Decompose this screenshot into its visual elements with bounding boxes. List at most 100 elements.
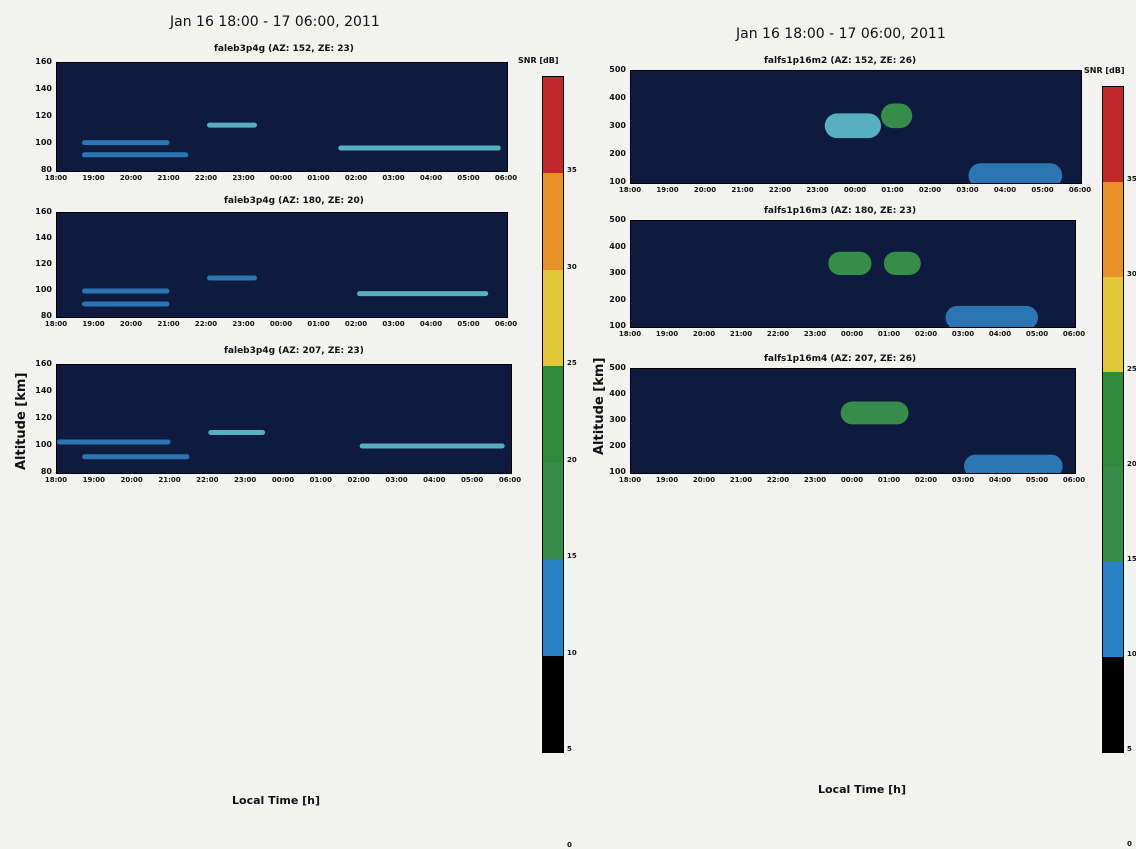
x-tick-label: 05:00 [1025,330,1049,338]
x-tick-label: 21:00 [731,186,754,194]
left-colorbar-label: SNR [dB] [518,56,559,65]
x-tick-label: 00:00 [840,330,864,338]
colorbar-tick-label: 30 [1127,270,1136,278]
y-tick-label: 200 [609,441,626,450]
x-tick-label: 01:00 [309,476,332,484]
echo-region [207,275,257,281]
colorbar-segment [1103,467,1123,563]
y-tick-label: 80 [40,467,52,476]
heatmap-plot-area [56,62,508,172]
x-tick-label: 18:00 [618,186,642,194]
left-x-axis-label: Local Time [h] [232,794,321,807]
x-tick-label: 00:00 [843,186,867,194]
colorbar-segment [543,173,563,271]
panel-title: faleb3p4g (AZ: 207, ZE: 23) [224,346,364,356]
left-figure-title: Jan 16 18:00 - 17 06:00, 2011 [170,14,380,30]
x-tick-label: 21:00 [158,476,181,484]
x-tick-label: 01:00 [877,476,901,484]
x-tick-label: 06:00 [1068,186,1092,194]
y-tick-label: 140 [35,233,52,242]
colorbar-segment [543,366,563,464]
heatmap-svg [824,103,1063,183]
x-tick-label: 21:00 [729,476,753,484]
colorbar-tick-label: 30 [567,262,577,271]
right-figure-title: Jan 16 18:00 - 17 06:00, 2011 [736,26,946,42]
x-tick-label: 03:00 [382,174,405,182]
x-tick-label: 01:00 [877,330,901,338]
echo-region [359,443,505,449]
y-tick-label: 100 [35,138,52,147]
echo-region [82,288,170,294]
x-tick-label: 04:00 [988,330,1012,338]
x-tick-label: 05:00 [457,320,480,328]
x-tick-label: 18:00 [44,320,68,328]
echo-region [82,140,170,146]
colorbar-tick-label: 20 [1127,460,1136,468]
x-tick-label: 18:00 [44,174,68,182]
colorbar-segment [543,77,563,175]
x-tick-label: 19:00 [655,476,679,484]
x-tick-label: 20:00 [119,174,143,182]
colorbar-tick-label: 25 [567,359,577,368]
x-tick-label: 05:00 [457,174,480,182]
y-tick-label: 100 [609,321,626,330]
x-tick-label: 00:00 [269,320,293,328]
x-tick-label: 02:00 [344,174,368,182]
colorbar-tick-label: 10 [567,648,577,657]
colorbar-tick-label: 15 [1127,555,1136,563]
x-tick-label: 02:00 [344,320,368,328]
y-tick-label: 160 [35,207,52,216]
colorbar-segment [1103,277,1123,373]
panel-title: faleb3p4g (AZ: 180, ZE: 20) [224,196,364,206]
y-tick-label: 100 [35,440,52,449]
y-tick-label: 120 [35,259,52,268]
y-tick-label: 120 [35,111,52,120]
y-tick-label: 500 [609,363,626,372]
colorbar-tick-label: 35 [1127,175,1136,183]
x-tick-label: 05:00 [1031,186,1054,194]
panel-title: falfs1p16m2 (AZ: 152, ZE: 26) [764,56,917,66]
right-x-axis-label: Local Time [h] [818,783,907,796]
colorbar-segment [543,559,563,657]
x-tick-label: 21:00 [157,320,180,328]
y-tick-label: 400 [609,241,626,251]
y-tick-label: 400 [609,93,626,102]
colorbar-tick-label: 5 [1127,745,1132,753]
y-tick-label: 100 [609,467,626,476]
x-tick-label: 21:00 [157,174,180,182]
x-tick-label: 22:00 [766,476,790,484]
echo-region [207,122,257,128]
y-tick-label: 140 [35,386,52,395]
y-tick-label: 300 [609,415,626,424]
colorbar-tick-label: 25 [1127,365,1136,373]
heatmap-plot-area [630,220,1076,328]
x-tick-label: 06:00 [494,174,518,182]
echo-region [82,301,170,307]
x-tick-label: 18:00 [618,330,642,338]
right-colorbar-label: SNR [dB] [1084,66,1125,75]
heatmap-svg [840,401,1063,473]
x-tick-label: 03:00 [951,330,975,338]
echo-region [338,145,501,151]
y-tick-label: 120 [35,413,52,422]
x-tick-label: 23:00 [806,186,829,194]
x-tick-label: 04:00 [419,320,443,328]
heatmap-svg [82,275,489,307]
x-tick-label: 06:00 [1062,476,1086,484]
x-tick-label: 20:00 [692,330,716,338]
x-tick-label: 22:00 [194,174,218,182]
echo-region [208,430,266,435]
x-tick-label: 22:00 [196,476,219,484]
right-colorbar [1102,86,1124,753]
x-tick-label: 23:00 [232,320,255,328]
x-tick-label: 00:00 [840,476,864,484]
x-tick-label: 23:00 [803,476,827,484]
x-tick-label: 05:00 [1025,476,1049,484]
panel-title: falfs1p16m4 (AZ: 207, ZE: 26) [764,354,917,364]
y-tick-label: 80 [40,311,52,320]
echo-region [945,305,1038,327]
x-tick-label: 02:00 [914,330,938,338]
y-tick-label: 200 [609,294,626,304]
colorbar-tick-label: 0 [1127,840,1132,848]
echo-region [824,113,881,139]
